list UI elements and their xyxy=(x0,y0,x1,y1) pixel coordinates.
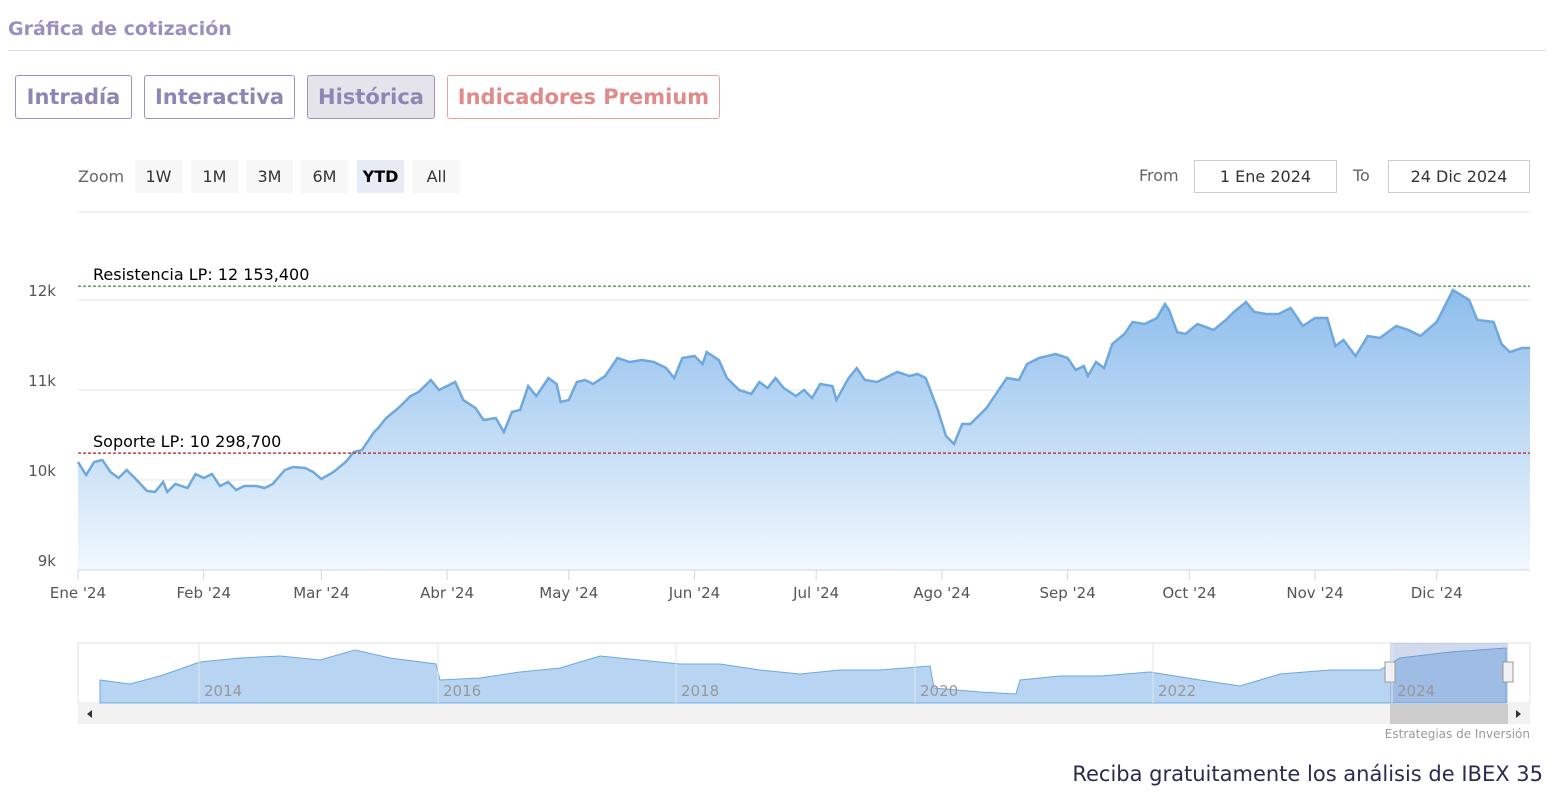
scrollbar[interactable] xyxy=(78,704,1530,724)
x-tick-label: Ago '24 xyxy=(913,584,970,602)
navigator-handle[interactable] xyxy=(1502,661,1514,683)
x-tick-label: Feb '24 xyxy=(176,584,231,602)
x-tick-label: Nov '24 xyxy=(1286,584,1343,602)
navigator-label: 2022 xyxy=(1158,682,1196,700)
tab[interactable]: Intradía xyxy=(15,75,132,119)
zoom-button[interactable]: 3M xyxy=(246,160,293,193)
scrollbar-thumb[interactable] xyxy=(1390,704,1508,724)
to-label: To xyxy=(1353,166,1370,185)
zoom-button[interactable]: 1M xyxy=(191,160,238,193)
navigator-label: 2020 xyxy=(920,682,958,700)
y-tick-label: 12k xyxy=(28,282,56,300)
level-label: Soporte LP: 10 298,700 xyxy=(93,432,281,451)
tab[interactable]: Indicadores Premium xyxy=(447,75,720,119)
footer-link[interactable]: Reciba gratuitamente los análisis de IBE… xyxy=(1072,762,1543,786)
x-tick-label: Abr '24 xyxy=(420,584,474,602)
to-input[interactable]: 24 Dic 2024 xyxy=(1388,160,1530,193)
x-tick-label: Jun '24 xyxy=(668,584,720,602)
level-label: Resistencia LP: 12 153,400 xyxy=(93,265,309,284)
y-tick-label: 9k xyxy=(38,552,57,570)
y-tick-label: 10k xyxy=(28,462,56,480)
zoom-label: Zoom xyxy=(78,167,125,186)
zoom-button[interactable]: YTD xyxy=(357,160,404,193)
navigator-mask xyxy=(1390,643,1508,703)
navigator-series xyxy=(99,647,1507,704)
navigator-label: 2018 xyxy=(681,682,719,700)
x-tick-label: May '24 xyxy=(539,584,598,602)
navigator-label: 2014 xyxy=(204,682,242,700)
zoom-button[interactable]: 6M xyxy=(301,160,348,193)
credit: Estrategias de Inversión xyxy=(1385,727,1530,741)
zoom-button[interactable]: All xyxy=(413,160,460,193)
from-input[interactable]: 1 Ene 2024 xyxy=(1194,160,1337,193)
price-line xyxy=(76,288,1530,495)
navigator-label: 2016 xyxy=(443,682,481,700)
tab[interactable]: Interactiva xyxy=(144,75,295,119)
zoom-button[interactable]: 1W xyxy=(135,160,182,193)
navigator-label: 2024 xyxy=(1397,682,1435,700)
area-fill xyxy=(78,290,1530,570)
x-tick-label: Dic '24 xyxy=(1411,584,1463,602)
x-tick-label: Oct '24 xyxy=(1162,584,1216,602)
header-rule xyxy=(8,50,1546,51)
tab[interactable]: Histórica xyxy=(307,75,435,119)
y-tick-label: 11k xyxy=(28,372,56,390)
from-label: From xyxy=(1139,166,1179,185)
x-tick-label: Mar '24 xyxy=(293,584,349,602)
header-title: Gráfica de cotización xyxy=(8,18,232,40)
navigator-handle[interactable] xyxy=(1384,661,1396,683)
x-tick-label: Sep '24 xyxy=(1040,584,1096,602)
x-tick-label: Ene '24 xyxy=(50,584,106,602)
x-tick-label: Jul '24 xyxy=(792,584,839,602)
